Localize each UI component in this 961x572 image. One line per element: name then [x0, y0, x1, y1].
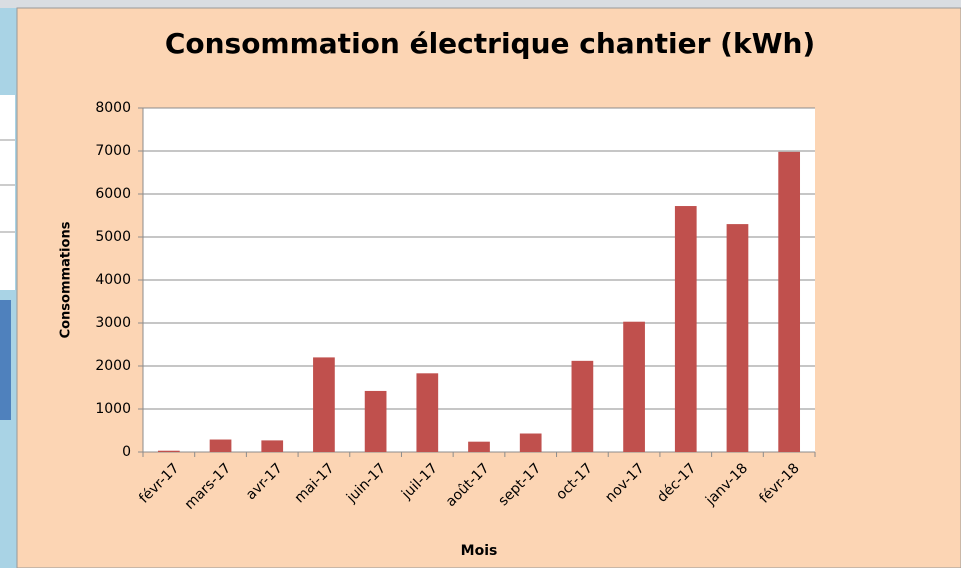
- bar: [519, 433, 542, 452]
- sheet-cells: [0, 95, 15, 290]
- bar: [674, 206, 697, 452]
- bar: [416, 373, 439, 452]
- y-tick-label: 3000: [95, 315, 131, 331]
- y-tick-label: 7000: [95, 143, 131, 159]
- y-axis-title: Consommations: [59, 221, 74, 338]
- y-tick-label: 4000: [95, 272, 131, 288]
- y-tick-label: 5000: [95, 229, 131, 245]
- bar: [313, 357, 335, 452]
- bar: [571, 360, 594, 452]
- bar: [726, 224, 749, 452]
- bar: [623, 321, 645, 452]
- y-tick-label: 2000: [95, 358, 131, 374]
- y-tick-label: 6000: [95, 186, 131, 202]
- y-tick-label: 1000: [95, 401, 131, 417]
- bar: [261, 440, 284, 452]
- chart-title: Consommation électrique chantier (kWh): [165, 27, 815, 60]
- x-axis-title: Mois: [461, 543, 498, 559]
- sheet-shape: [0, 300, 11, 420]
- top-bar: [0, 0, 961, 8]
- y-tick-label: 8000: [95, 100, 131, 116]
- bar: [209, 439, 232, 452]
- y-tick-label: 0: [122, 444, 131, 460]
- bar: [157, 450, 180, 452]
- bar: [778, 151, 801, 453]
- bar: [364, 390, 387, 452]
- bar: [468, 441, 490, 452]
